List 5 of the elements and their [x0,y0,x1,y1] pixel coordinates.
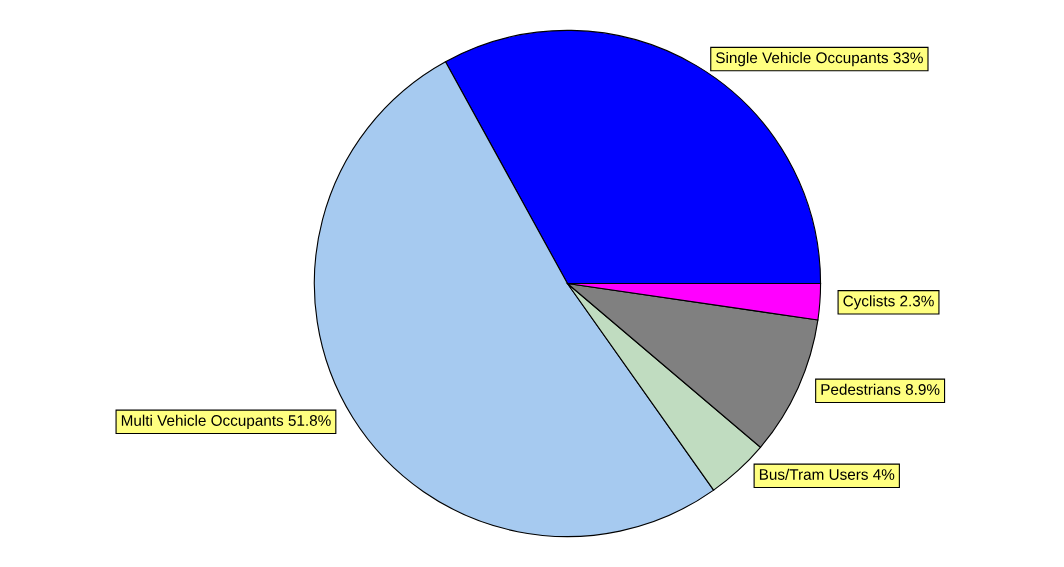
slice-label: Cyclists 2.3% [843,295,934,310]
slice-label: Pedestrians 8.9% [821,383,940,395]
slice-label: Bus/Tram Users 4% [759,468,895,480]
slice-label: Multi Vehicle Occupants 51.8% [121,414,331,429]
slice-label: Single Vehicle Occupants 33% [716,51,923,67]
